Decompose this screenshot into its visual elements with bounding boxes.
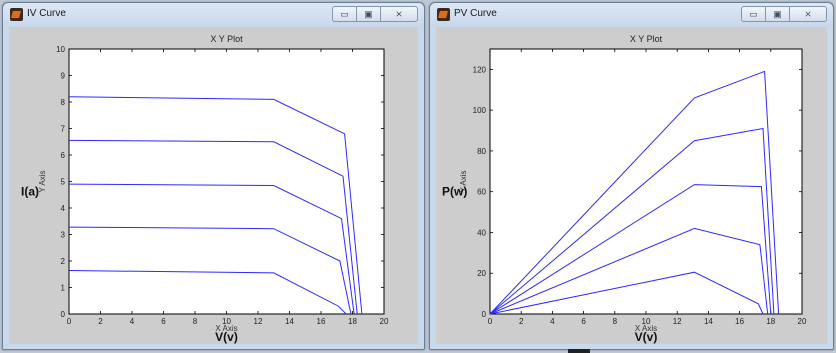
x-tick-label: 4 bbox=[550, 317, 555, 326]
y-tick-label: 20 bbox=[477, 269, 486, 278]
x-tick-label: 14 bbox=[285, 317, 294, 326]
series-line-2 bbox=[489, 127, 775, 315]
series-line-4 bbox=[489, 227, 769, 315]
title-bar[interactable]: PV Curve ▭ ▣ ⨯ bbox=[430, 3, 833, 27]
y-axis-label: P(w) bbox=[442, 185, 467, 199]
window-controls: ▭ ▣ ⨯ bbox=[741, 6, 827, 23]
plot-title: X Y Plot bbox=[210, 34, 243, 44]
y-tick-label: 1 bbox=[61, 284, 66, 293]
maximize-button[interactable]: ▣ bbox=[765, 6, 790, 22]
series-line-3 bbox=[489, 184, 772, 315]
x-tick-label: 0 bbox=[488, 317, 493, 326]
x-tick-label: 20 bbox=[380, 317, 389, 326]
x-tick-label: 16 bbox=[317, 317, 326, 326]
minimize-button[interactable]: ▭ bbox=[332, 6, 357, 22]
y-tick-label: 7 bbox=[61, 125, 66, 134]
y-tick-label: 9 bbox=[61, 72, 66, 81]
y-axis-label-small: Y Axis bbox=[459, 170, 468, 192]
x-tick-label: 10 bbox=[222, 317, 231, 326]
x-tick-label: 6 bbox=[581, 317, 586, 326]
y-tick-label: 120 bbox=[473, 65, 487, 74]
y-tick-label: 4 bbox=[61, 204, 66, 213]
y-tick-label: 80 bbox=[477, 147, 486, 156]
close-button[interactable]: ⨯ bbox=[380, 6, 418, 22]
title-bar[interactable]: IV Curve ▭ ▣ ⨯ bbox=[3, 3, 424, 27]
x-tick-label: 4 bbox=[130, 317, 135, 326]
x-axis-label: V(v) bbox=[215, 330, 238, 344]
y-tick-label: 100 bbox=[473, 106, 487, 115]
window-title: IV Curve bbox=[27, 8, 66, 19]
y-tick-label: 0 bbox=[482, 310, 487, 319]
x-tick-label: 18 bbox=[348, 317, 357, 326]
y-tick-label: 5 bbox=[61, 178, 66, 187]
series-line-5 bbox=[68, 270, 347, 315]
plot-title: X Y Plot bbox=[630, 34, 663, 44]
taskbar-hint bbox=[568, 349, 590, 353]
x-tick-label: 2 bbox=[519, 317, 524, 326]
x-tick-label: 20 bbox=[798, 317, 807, 326]
figure-area: X Y Plot 0 2 4 6 8 10 12 14 16 18 20 0 20 40 60 80 100 120… bbox=[436, 27, 827, 344]
x-tick-label: 12 bbox=[254, 317, 263, 326]
series-line-4 bbox=[68, 226, 352, 315]
window-controls: ▭ ▣ ⨯ bbox=[332, 6, 418, 23]
y-tick-label: 8 bbox=[61, 98, 66, 107]
series-line-2 bbox=[68, 139, 358, 315]
matlab-icon[interactable] bbox=[10, 8, 23, 21]
maximize-button[interactable]: ▣ bbox=[356, 6, 381, 22]
x-tick-label: 18 bbox=[766, 317, 775, 326]
y-tick-label: 3 bbox=[61, 231, 66, 240]
figure-area: X Y Plot 0 2 4 6 8 10 12 14 16 18 20 0 1 2 3 4 5 6 7 8 9 10 X A… bbox=[9, 27, 418, 344]
x-axis-label-small: X Axis bbox=[215, 324, 237, 333]
x-tick-label: 6 bbox=[161, 317, 166, 326]
y-tick-label: 40 bbox=[477, 228, 486, 237]
y-tick-label: 2 bbox=[61, 257, 66, 266]
x-tick-label: 2 bbox=[98, 317, 103, 326]
x-tick-label: 14 bbox=[704, 317, 713, 326]
y-axis-label-small: Y Axis bbox=[38, 170, 47, 192]
close-button[interactable]: ⨯ bbox=[789, 6, 827, 22]
y-tick-label: 10 bbox=[56, 45, 65, 54]
x-axis-label: V(v) bbox=[635, 330, 658, 344]
x-tick-label: 16 bbox=[735, 317, 744, 326]
x-tick-label: 10 bbox=[642, 317, 651, 326]
series-line-1 bbox=[68, 96, 363, 315]
y-tick-label: 6 bbox=[61, 151, 66, 160]
x-axis-label-small: X Axis bbox=[635, 324, 657, 333]
x-tick-label: 8 bbox=[613, 317, 618, 326]
window-title: PV Curve bbox=[454, 8, 497, 19]
y-axis-label: I(a) bbox=[21, 185, 39, 199]
pv-chart: X Y Plot 0 2 4 6 8 10 12 14 16 18 20 0 20 40 60 80 100 120… bbox=[442, 34, 807, 344]
series-line-5 bbox=[489, 271, 764, 315]
matlab-icon[interactable] bbox=[437, 8, 450, 21]
y-tick-label: 0 bbox=[61, 310, 66, 319]
series-line-1 bbox=[489, 70, 780, 315]
x-tick-label: 0 bbox=[67, 317, 72, 326]
x-tick-label: 8 bbox=[193, 317, 198, 326]
y-tick-label: 60 bbox=[477, 188, 486, 197]
minimize-button[interactable]: ▭ bbox=[741, 6, 766, 22]
plot-area bbox=[68, 48, 385, 315]
x-tick-label: 12 bbox=[673, 317, 682, 326]
iv-curve-window[interactable]: IV Curve ▭ ▣ ⨯ X Y Plot 0 2 4 6 8 10 12 14 16 18 20… bbox=[2, 2, 425, 350]
series-line-3 bbox=[68, 183, 355, 315]
pv-curve-window[interactable]: PV Curve ▭ ▣ ⨯ X Y Plot 0 2 4 6 8 10 12 14 16 18 20… bbox=[429, 2, 834, 350]
